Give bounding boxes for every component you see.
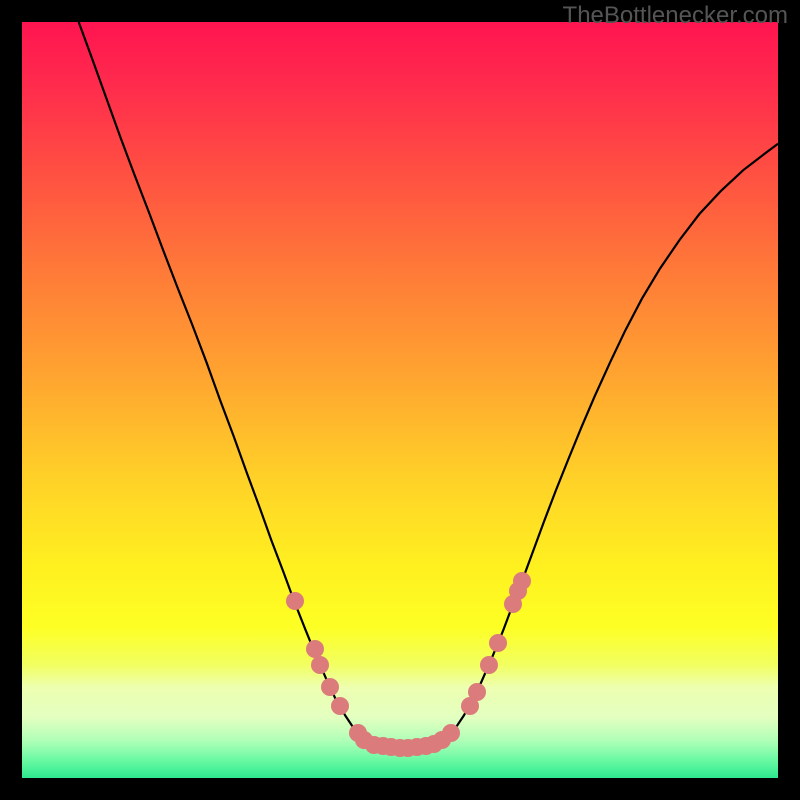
plot-area	[22, 22, 778, 778]
data-point-marker	[468, 683, 486, 701]
data-point-marker	[286, 592, 304, 610]
data-point-marker	[331, 697, 349, 715]
data-point-marker	[442, 724, 460, 742]
watermark-text: TheBottlenecker.com	[563, 2, 788, 30]
data-point-marker	[513, 572, 531, 590]
data-point-marker	[480, 656, 498, 674]
data-point-marker	[321, 678, 339, 696]
data-point-marker	[489, 634, 507, 652]
data-point-marker	[311, 656, 329, 674]
markers-layer	[22, 22, 778, 778]
